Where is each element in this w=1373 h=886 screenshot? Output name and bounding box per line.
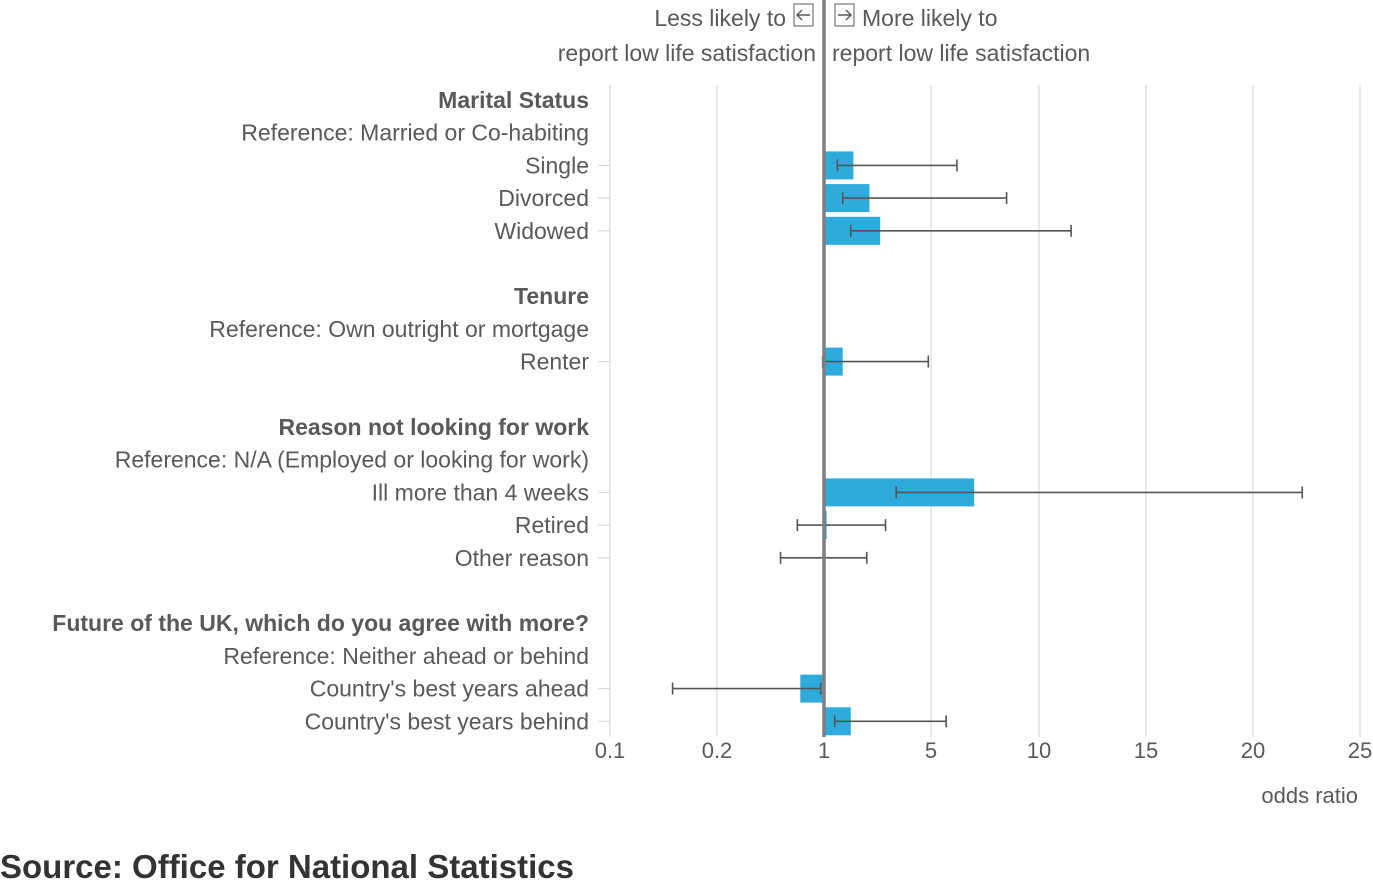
x-tick-label: 25 bbox=[1348, 738, 1372, 763]
annotation-right-line2: report low life satisfaction bbox=[832, 40, 1090, 66]
source-note: Source: Office for National Statistics bbox=[0, 848, 574, 885]
x-tick-label: 1 bbox=[818, 738, 830, 763]
group-header: Reason not looking for work bbox=[278, 414, 589, 440]
row-label: Renter bbox=[520, 349, 589, 375]
row-label: Ill more than 4 weeks bbox=[372, 479, 589, 505]
right-arrow-glyph bbox=[838, 9, 852, 21]
x-tick-label: 15 bbox=[1134, 738, 1158, 763]
annotation-left-line2: report low life satisfaction bbox=[558, 40, 816, 66]
group-header: Tenure bbox=[514, 283, 589, 309]
row-label: Country's best years ahead bbox=[310, 676, 589, 702]
group-header: Marital Status bbox=[438, 87, 589, 113]
left-arrow-icon bbox=[793, 3, 814, 27]
annotation-right-line1: More likely to bbox=[862, 5, 997, 31]
row-label: Single bbox=[525, 152, 589, 178]
x-tick-label: 5 bbox=[925, 738, 937, 763]
left-arrow-glyph bbox=[796, 9, 810, 21]
row-label: Widowed bbox=[494, 218, 589, 244]
row-label: Divorced bbox=[498, 185, 589, 211]
x-tick-label: 0.2 bbox=[702, 738, 733, 763]
row-label: Country's best years behind bbox=[305, 708, 589, 734]
x-tick-label: 20 bbox=[1241, 738, 1265, 763]
group-header: Future of the UK, which do you agree wit… bbox=[52, 610, 589, 636]
reference-label: Reference: Neither ahead or behind bbox=[223, 643, 589, 669]
right-arrow-icon bbox=[834, 3, 855, 27]
row-label: Retired bbox=[515, 512, 589, 538]
row-label: Other reason bbox=[455, 545, 589, 571]
annotation-left-line1: Less likely to bbox=[654, 5, 786, 31]
x-tick-label: 0.1 bbox=[595, 738, 626, 763]
reference-label: Reference: N/A (Employed or looking for … bbox=[115, 447, 589, 473]
x-axis-label: odds ratio bbox=[1261, 783, 1358, 808]
x-tick-label: 10 bbox=[1027, 738, 1051, 763]
reference-label: Reference: Own outright or mortgage bbox=[209, 316, 589, 342]
reference-label: Reference: Married or Co-habiting bbox=[241, 120, 589, 146]
